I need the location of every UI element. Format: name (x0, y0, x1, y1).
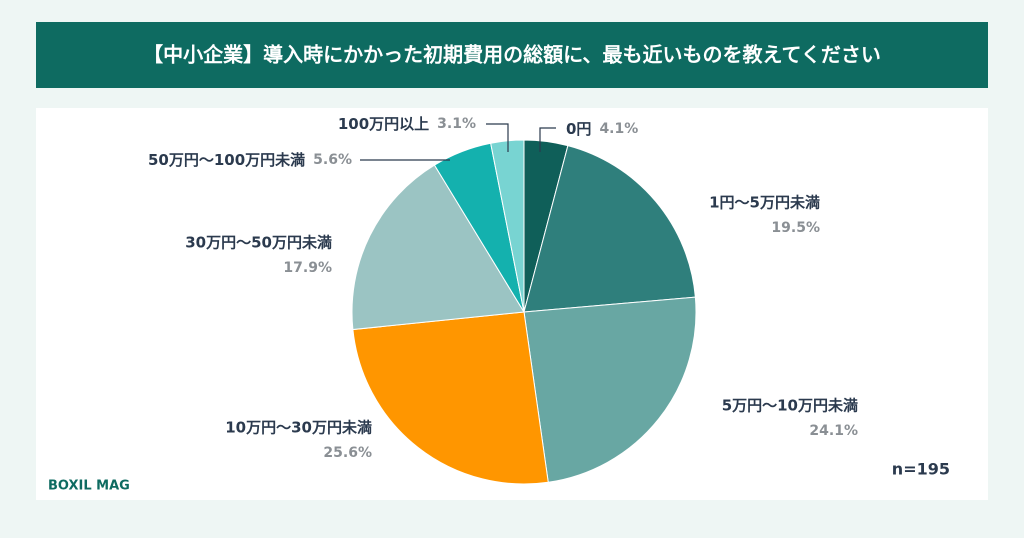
pie-slice (523, 296, 697, 483)
category-label: 50万円〜100万円未満 (148, 151, 305, 169)
value-label: 17.9% (283, 260, 332, 276)
annotation: n=195 (892, 460, 950, 479)
pie (351, 139, 697, 485)
value-label: 19.5% (771, 220, 820, 236)
category-label: 30万円〜50万円未満 (185, 234, 332, 252)
category-label: 100万円以上 (338, 115, 429, 133)
leader-line (486, 123, 509, 152)
slice-label: 50万円〜100万円未満 5.6% (148, 151, 352, 169)
value-label: 24.1% (809, 423, 858, 439)
pie-slice (351, 164, 525, 331)
category-label: 5万円〜10万円未満 (722, 397, 858, 415)
pie-slice (523, 145, 696, 313)
leader-line (539, 127, 556, 152)
chart-title: 【中小企業】導入時にかかった初期費用の総額に、最も近いものを教えてください (143, 43, 881, 67)
category-label: 0円 (566, 120, 591, 138)
title-bar (36, 22, 988, 88)
slice-label: 0円 4.1% (566, 120, 638, 138)
category-label: 1円〜5万円未満 (709, 194, 820, 212)
value-label: 5.6% (313, 152, 352, 168)
slice-label: 100万円以上 3.1% (338, 115, 476, 133)
category-label: 10万円〜30万円未満 (225, 419, 372, 437)
logo: BOXIL MAG (48, 479, 130, 494)
value-label: 25.6% (323, 445, 372, 461)
value-label: 3.1% (437, 116, 476, 132)
pie-slice (490, 139, 525, 313)
pie-slice (352, 311, 549, 485)
value-label: 4.1% (599, 121, 638, 137)
